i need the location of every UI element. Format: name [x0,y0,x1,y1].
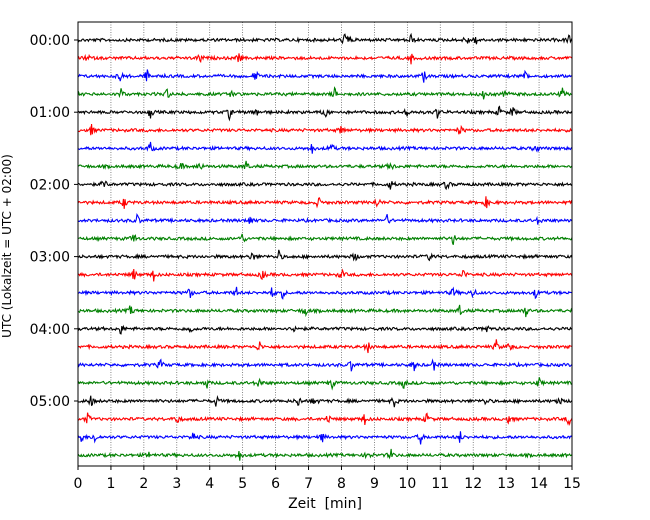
seismic-trace-0200 [77,180,573,191]
seismic-trace-0145 [77,160,573,171]
x-tick-label: 1 [106,476,115,492]
seismic-trace-0415 [77,339,573,354]
plot-frame [77,21,573,467]
x-tick-label: 2 [139,476,148,492]
seismic-trace-0500 [77,395,573,408]
x-axis: 0 1 2 3 4 5 6 7 8 9 10 11 12 13 14 15 [74,466,581,492]
x-tick-label: 7 [304,476,313,492]
seismic-trace-0515 [78,412,573,426]
x-tick-label: 6 [271,476,280,492]
y-tick-label: 03:00 [30,250,70,266]
seismic-trace-0300 [77,249,573,262]
x-tick-label: 5 [238,476,247,492]
seismic-trace-0215 [77,196,573,209]
x-axis-label: Zeit [min] [288,496,362,512]
x-tick-label: 3 [172,476,181,492]
y-tick-label: 02:00 [30,177,70,193]
x-tick-label: 4 [205,476,214,492]
seismic-trace-0245 [77,233,573,246]
seismic-trace-0400 [77,324,573,335]
y-tick-label: 04:00 [30,322,70,338]
x-tick-label: 12 [464,476,482,492]
x-tick-label: 10 [398,476,416,492]
x-tick-label: 11 [431,476,449,492]
y-axis-label: UTC (Lokalzeit = UTC + 02:00) [0,154,14,338]
seismic-trace-0015 [77,53,573,65]
seismic-trace-0230 [77,212,573,225]
seismic-trace-0030 [77,69,573,83]
x-tick-label: 8 [337,476,346,492]
seismic-trace-0045 [77,86,573,100]
seismic-trace-0330 [77,286,573,300]
x-tick-label: 9 [370,476,379,492]
seismic-trace-0130 [77,141,573,154]
x-tick-label: 0 [74,476,83,492]
seismic-trace-0530 [77,431,573,445]
seismic-trace-0100 [77,105,573,122]
x-tick-label: 13 [497,476,515,492]
seismic-trace-0545 [77,448,573,461]
y-tick-label: 01:00 [30,105,70,121]
seismic-trace-0345 [77,304,573,318]
grid-lines [110,22,540,466]
x-tick-label: 14 [530,476,548,492]
seismic-trace-0000 [77,32,573,45]
y-axis: 00:00 01:00 02:00 03:00 04:00 05:00 [30,33,78,410]
seismic-trace-0430 [77,358,573,372]
seismic-trace-0445 [77,377,573,391]
x-tick-label: 15 [563,476,581,492]
y-tick-label: 05:00 [30,394,70,410]
seismic-trace-0315 [77,268,573,282]
trace-group [77,32,573,461]
y-tick-label: 00:00 [30,33,70,49]
seismic-trace-0115 [77,124,573,136]
